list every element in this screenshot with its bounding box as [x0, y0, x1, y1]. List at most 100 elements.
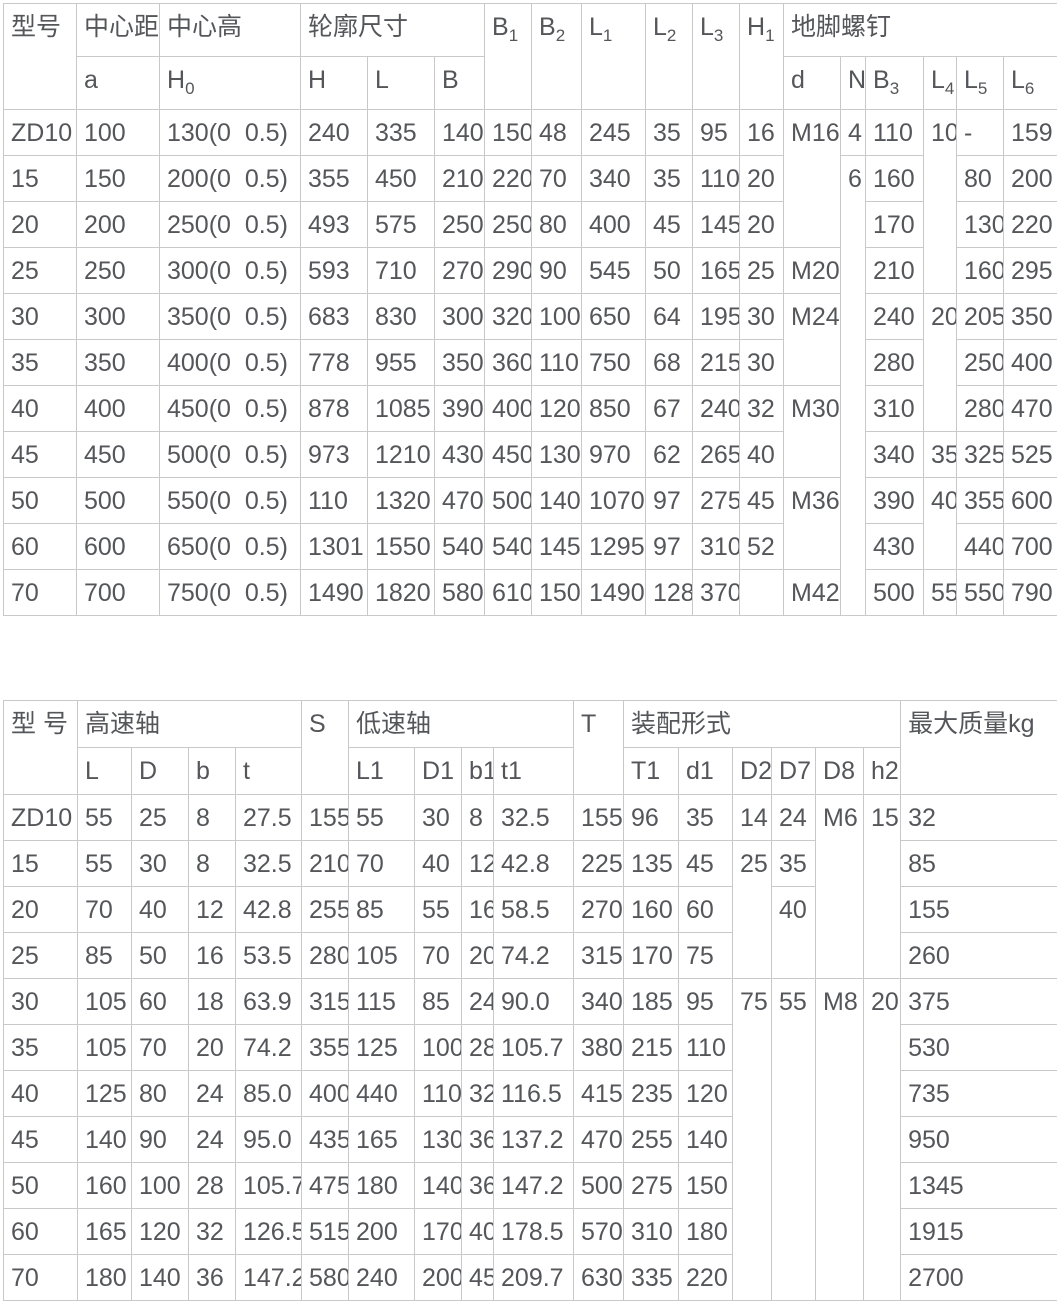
header-cell: L — [78, 748, 132, 795]
data-cell: 32 — [901, 795, 1057, 841]
header-cell: H — [301, 57, 368, 110]
data-cell: 128 — [646, 570, 693, 616]
data-cell: 145 — [532, 524, 582, 570]
data-cell: 15 — [4, 156, 77, 202]
data-cell: 96 — [624, 795, 679, 841]
data-cell: 500 — [866, 570, 924, 616]
data-cell: 45 — [679, 841, 733, 887]
data-cell: 355 — [301, 156, 368, 202]
data-cell: 100 — [532, 294, 582, 340]
data-cell: 32.5 — [236, 841, 302, 887]
header-cell: d — [784, 57, 841, 110]
data-cell: 30 — [4, 294, 77, 340]
data-cell: 245 — [582, 110, 646, 156]
data-cell: 50 — [4, 1163, 78, 1209]
data-cell: M8 — [816, 979, 864, 1301]
data-cell: 500(0 0.5) — [160, 432, 301, 478]
header-cell: L3 — [693, 4, 740, 110]
data-cell: 600 — [77, 524, 160, 570]
header-cell: 中心距 — [77, 4, 160, 57]
data-cell: 320 — [485, 294, 532, 340]
header-cell: 型 号 — [4, 701, 78, 795]
data-cell: 110 — [301, 478, 368, 524]
data-cell: 105.7 — [494, 1025, 574, 1071]
data-cell: 85 — [901, 841, 1057, 887]
data-cell: 450 — [368, 156, 435, 202]
data-cell: 830 — [368, 294, 435, 340]
data-cell: 400 — [1004, 340, 1057, 386]
data-cell: 25 — [4, 933, 78, 979]
data-cell: 400 — [302, 1071, 349, 1117]
data-cell: 110 — [415, 1071, 462, 1117]
data-cell: 40 — [4, 386, 77, 432]
header-cell: 低速轴 — [349, 701, 574, 748]
data-cell: 735 — [901, 1071, 1057, 1117]
data-cell: M36 — [784, 478, 841, 570]
header-cell: d1 — [679, 748, 733, 795]
data-cell: 85.0 — [236, 1071, 302, 1117]
data-cell: 470 — [1004, 386, 1057, 432]
data-cell: 25 — [733, 841, 772, 979]
data-cell: 42.8 — [236, 887, 302, 933]
data-cell: 255 — [302, 887, 349, 933]
data-cell: 470 — [574, 1117, 624, 1163]
data-cell: 125 — [78, 1071, 132, 1117]
data-cell: 55 — [78, 795, 132, 841]
data-cell: 683 — [301, 294, 368, 340]
data-cell: 400(0 0.5) — [160, 340, 301, 386]
header-cell: L5 — [957, 57, 1004, 110]
data-cell: 340 — [866, 432, 924, 478]
data-cell: 28 — [462, 1025, 494, 1071]
data-cell: 70 — [132, 1025, 189, 1071]
data-cell: 70 — [349, 841, 415, 887]
data-cell: 70 — [532, 156, 582, 202]
data-cell: 18 — [189, 979, 236, 1025]
data-cell: 24 — [189, 1071, 236, 1117]
data-cell: 290 — [485, 248, 532, 294]
data-cell: 400 — [485, 386, 532, 432]
data-cell: 250 — [957, 340, 1004, 386]
data-cell: 52 — [740, 524, 784, 570]
data-cell: 48 — [532, 110, 582, 156]
data-cell: 210 — [302, 841, 349, 887]
header-cell: D8 — [816, 748, 864, 795]
data-cell: 335 — [624, 1255, 679, 1301]
data-cell: 160 — [624, 887, 679, 933]
data-cell: 220 — [679, 1255, 733, 1301]
data-cell: 390 — [866, 478, 924, 524]
data-cell: 145 — [693, 202, 740, 248]
data-cell: 878 — [301, 386, 368, 432]
data-cell: 140 — [78, 1117, 132, 1163]
data-cell: 250 — [485, 202, 532, 248]
data-cell: 95 — [693, 110, 740, 156]
data-cell: 85 — [415, 979, 462, 1025]
data-cell: 35 — [4, 1025, 78, 1071]
data-cell: 200 — [77, 202, 160, 248]
data-cell: 95.0 — [236, 1117, 302, 1163]
data-cell: 64 — [646, 294, 693, 340]
data-cell: 35 — [646, 156, 693, 202]
data-cell: 215 — [693, 340, 740, 386]
header-cell: D — [132, 748, 189, 795]
data-cell: 105 — [349, 933, 415, 979]
data-cell: 45 — [4, 1117, 78, 1163]
data-cell: 16 — [740, 110, 784, 156]
data-cell: 130 — [532, 432, 582, 478]
data-cell: 110 — [693, 156, 740, 202]
data-cell: 35 — [4, 340, 77, 386]
data-cell: 575 — [368, 202, 435, 248]
data-cell: 125 — [349, 1025, 415, 1071]
data-cell: 32 — [189, 1209, 236, 1255]
data-cell: 335 — [368, 110, 435, 156]
data-cell: 42.8 — [494, 841, 574, 887]
data-cell: 130 — [957, 202, 1004, 248]
data-cell: 55 — [349, 795, 415, 841]
data-cell: 350(0 0.5) — [160, 294, 301, 340]
data-cell: M6 — [816, 795, 864, 979]
